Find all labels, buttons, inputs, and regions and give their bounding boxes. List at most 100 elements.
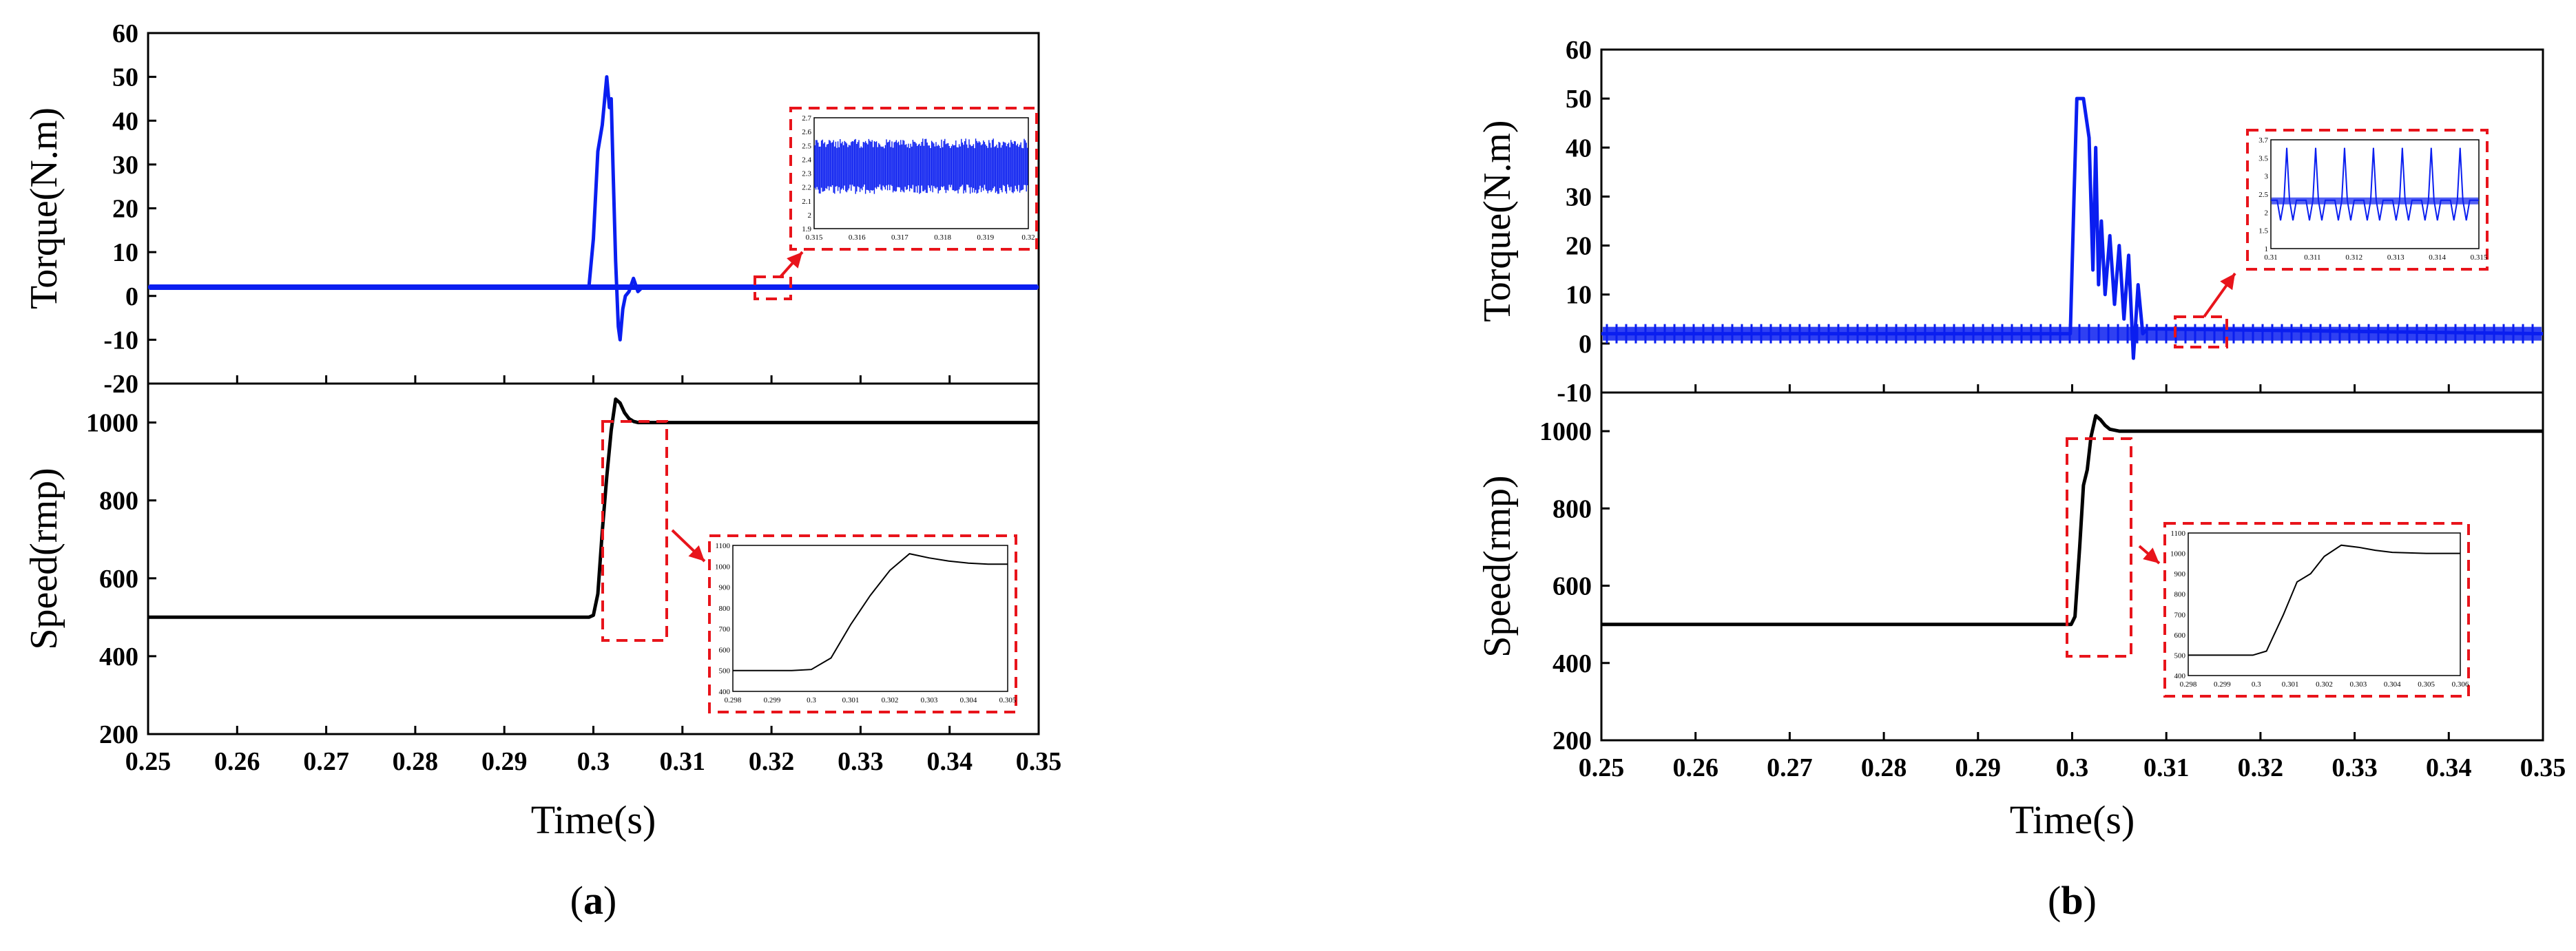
torque-inset-ytick-label: 2.6 — [802, 128, 811, 136]
torque-inset-ytick-label: 1.9 — [802, 225, 811, 233]
speed-inset-ytick-label: 900 — [2174, 570, 2186, 578]
torque-ytick-label: 10 — [112, 238, 138, 267]
speed-inset-xtick-label: 0.3 — [807, 696, 816, 704]
torque-inset-xtick-label: 0.319 — [977, 233, 994, 242]
torque-inset-signal — [2271, 147, 2479, 221]
speed-inset-xtick-label: 0.301 — [2282, 680, 2299, 689]
torque-inset-signal — [814, 138, 1028, 194]
speed-ytick-label: 400 — [1552, 649, 1592, 678]
speed-inset-xtick-label: 0.301 — [842, 696, 860, 704]
speed-inset-xtick-label: 0.302 — [882, 696, 899, 704]
speed-inset-ytick-label: 900 — [719, 584, 731, 592]
xtick-label: 0.3 — [577, 747, 610, 776]
speed-zoom-region — [601, 420, 668, 642]
torque-inset-xtick-label: 0.32 — [1021, 233, 1035, 242]
xtick-label: 0.34 — [2426, 753, 2472, 782]
xtick-label: 0.28 — [1861, 753, 1907, 782]
xtick-label: 0.26 — [214, 747, 260, 776]
torque-ytick-label: 20 — [112, 195, 138, 224]
torque-ytick-label: -10 — [103, 326, 138, 355]
torque-ytick-label: 0 — [1579, 330, 1592, 359]
speed-zoom-region — [2066, 437, 2132, 658]
xtick-label: 0.28 — [393, 747, 439, 776]
speed-ytick-label: 1000 — [1539, 417, 1592, 446]
speed-inset-xtick-label: 0.303 — [2350, 680, 2367, 689]
torque-inset-ytick-label: 2 — [2265, 209, 2269, 217]
speed-ylabel: Speed(rmp) — [1476, 475, 1519, 657]
xtick-label: 0.33 — [2331, 753, 2378, 782]
panel-label-part: a — [583, 878, 603, 923]
torque-inset-xtick-label: 0.311 — [2304, 253, 2320, 262]
torque-ytick-label: 50 — [1566, 85, 1592, 114]
speed-ytick-label: 200 — [1552, 727, 1592, 755]
speed-inset-xtick-label: 0.304 — [960, 696, 977, 704]
torque-inset-ytick-label: 1.5 — [2258, 227, 2268, 236]
speed-inset-ytick-label: 700 — [719, 625, 731, 634]
panel-b: -10 0 10 20 30 40 50 60 200 400 600 800 1000 0.25 0.26… — [1476, 36, 2566, 923]
torque-inset-ytick-label: 2.2 — [802, 184, 811, 192]
speed-inset-ytick-label: 400 — [2174, 672, 2186, 680]
xtick-label: 0.25 — [1579, 753, 1625, 782]
xtick-label: 0.25 — [125, 747, 172, 776]
torque-inset-xtick-label: 0.316 — [849, 233, 866, 242]
speed-inset-xtick-label: 0.3 — [2252, 680, 2261, 689]
torque-ytick-label: 30 — [112, 151, 138, 180]
torque-ytick-label: -10 — [1557, 379, 1592, 408]
xtick-label: 0.35 — [1016, 747, 1062, 776]
speed-series-line — [148, 397, 1039, 619]
xtick-label: 0.29 — [1955, 753, 2002, 782]
xtick-label: 0.35 — [2520, 753, 2566, 782]
speed-inset-xtick-label: 0.306 — [2452, 680, 2469, 689]
xtick-label: 0.31 — [2143, 753, 2190, 782]
torque-inset-xtick-label: 0.31 — [2264, 253, 2277, 262]
torque-ytick-label: 40 — [112, 107, 138, 136]
torque-inset-ytick-label: 2.3 — [802, 170, 811, 178]
torque-ytick-label: 10 — [1566, 281, 1592, 310]
speed-inset-ytick-label: 600 — [2174, 631, 2186, 640]
speed-series-line — [1601, 414, 2543, 627]
xtick-label: 0.3 — [2056, 753, 2089, 782]
speed-ytick-label: 800 — [1552, 494, 1592, 523]
speed-inset-ytick-label: 800 — [719, 605, 731, 613]
speed-inset-ytick-label: 1100 — [715, 542, 730, 550]
panel-label-part: ) — [2084, 878, 2097, 923]
speed-ytick-label: 1000 — [86, 409, 138, 438]
xlabel: Time(s) — [2010, 797, 2135, 842]
panel-label-part: ( — [570, 878, 583, 923]
torque-zoom-arrow-head — [787, 252, 802, 269]
torque-inset-ytick-label: 2.5 — [2258, 191, 2268, 199]
speed-inset-ytick-label: 1000 — [2170, 550, 2186, 558]
torque-series-line — [1601, 96, 2544, 360]
torque-ripple-band — [149, 284, 1037, 291]
speed-inset-border — [2163, 522, 2470, 698]
speed-inset-ytick-label: 400 — [719, 688, 731, 696]
torque-inset-xtick-label: 0.317 — [891, 233, 908, 242]
xtick-label: 0.26 — [1672, 753, 1718, 782]
torque-inset-ytick-label: 2.1 — [802, 198, 811, 206]
torque-inset-ytick-label: 3.7 — [2258, 136, 2268, 145]
torque-ylabel: Torque(N.m) — [23, 107, 65, 309]
torque-inset-ytick-label: 2.5 — [802, 142, 811, 150]
panel-label: (a) — [570, 878, 617, 923]
speed-ytick-label: 600 — [99, 565, 138, 594]
speed-inset-xtick-label: 0.298 — [2180, 680, 2197, 689]
speed-inset-ytick-label: 800 — [2174, 591, 2186, 599]
speed-inset-xtick-label: 0.299 — [764, 696, 781, 704]
panel-label: (b) — [2048, 878, 2097, 923]
speed-inset-ytick-label: 500 — [2174, 651, 2186, 660]
torque-inset-ytick-label: 2 — [808, 211, 812, 220]
torque-inset-xtick-label: 0.313 — [2387, 253, 2404, 262]
speed-inset-border — [708, 534, 1017, 713]
torque-ytick-label: 40 — [1566, 134, 1592, 163]
torque-inset-axes — [2270, 139, 2480, 249]
panel-a: -20 -10 0 10 20 30 40 50 60 200 400 600 800 1000 0.25 0… — [23, 19, 1061, 923]
torque-inset-xtick-label: 0.314 — [2429, 253, 2446, 262]
speed-zoom-arrow-head — [2143, 547, 2159, 563]
torque-ytick-label: 20 — [1566, 232, 1592, 261]
torque-ytick-label: -20 — [103, 370, 138, 399]
torque-inset-ytick-label: 3 — [2265, 173, 2269, 181]
xtick-label: 0.27 — [1767, 753, 1813, 782]
torque-inset-xtick-label: 0.312 — [2345, 253, 2362, 262]
torque-zoom-arrow-head — [2220, 273, 2235, 291]
